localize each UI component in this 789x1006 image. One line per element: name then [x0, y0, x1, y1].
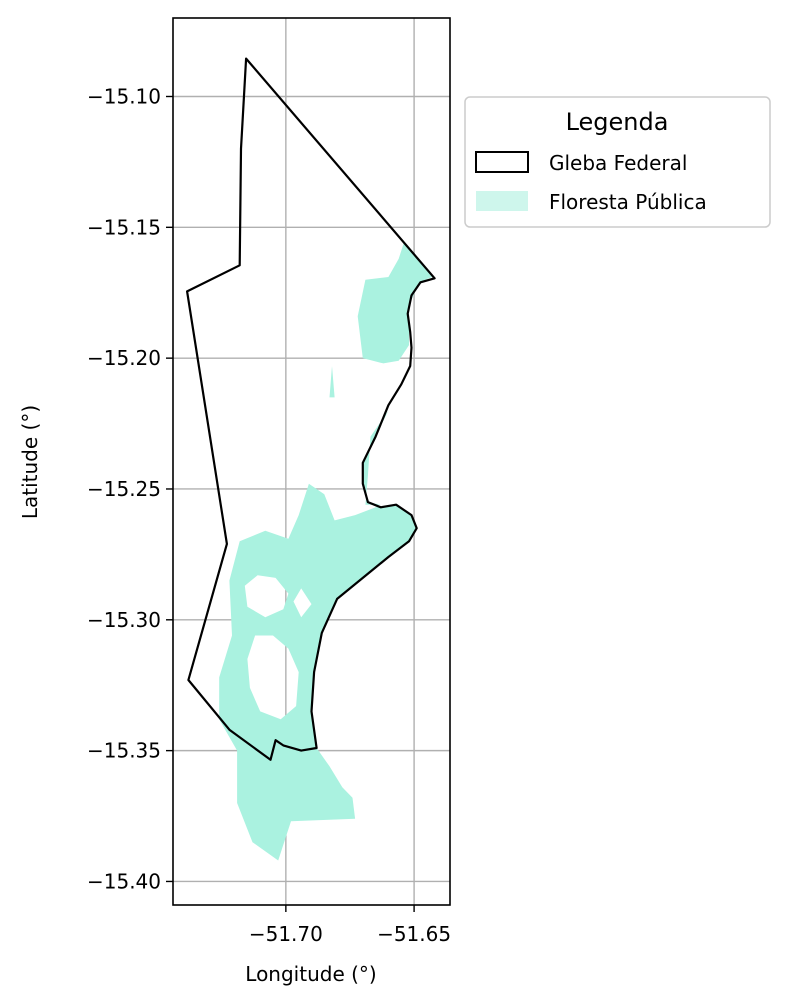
legend-swatch-gleba	[475, 151, 529, 173]
x-axis-label: Longitude (°)	[245, 962, 376, 986]
legend-label-floresta: Floresta Pública	[549, 190, 707, 214]
y-tick-label: −15.40	[87, 869, 161, 893]
plot-frame	[172, 17, 451, 906]
tick-layer: −51.70 −51.65 −15.10 −15.15 −15.20 −15.25 −15.…	[87, 84, 451, 946]
gleba-federal-outline	[186, 57, 436, 761]
floresta-publica-area	[219, 243, 432, 861]
y-tick-label: −15.25	[87, 477, 161, 501]
legend-box	[464, 96, 771, 228]
y-tick-label: −15.15	[87, 215, 161, 239]
legend: Legenda Gleba Federal Floresta Pública	[464, 96, 771, 228]
legend-title: Legenda	[566, 108, 669, 136]
x-tick-label: −51.65	[377, 922, 451, 946]
legend-swatch-floresta	[476, 191, 528, 211]
gleba-outline-layer	[186, 57, 436, 761]
y-tick-label: −15.30	[87, 608, 161, 632]
y-tick-label: −15.10	[87, 84, 161, 108]
legend-label-gleba: Gleba Federal	[549, 151, 687, 175]
forest-fill-layer	[219, 243, 432, 861]
y-axis-label: Latitude (°)	[18, 405, 42, 519]
y-tick-label: −15.20	[87, 346, 161, 370]
x-tick-label: −51.70	[249, 922, 323, 946]
y-tick-label: −15.35	[87, 739, 161, 763]
